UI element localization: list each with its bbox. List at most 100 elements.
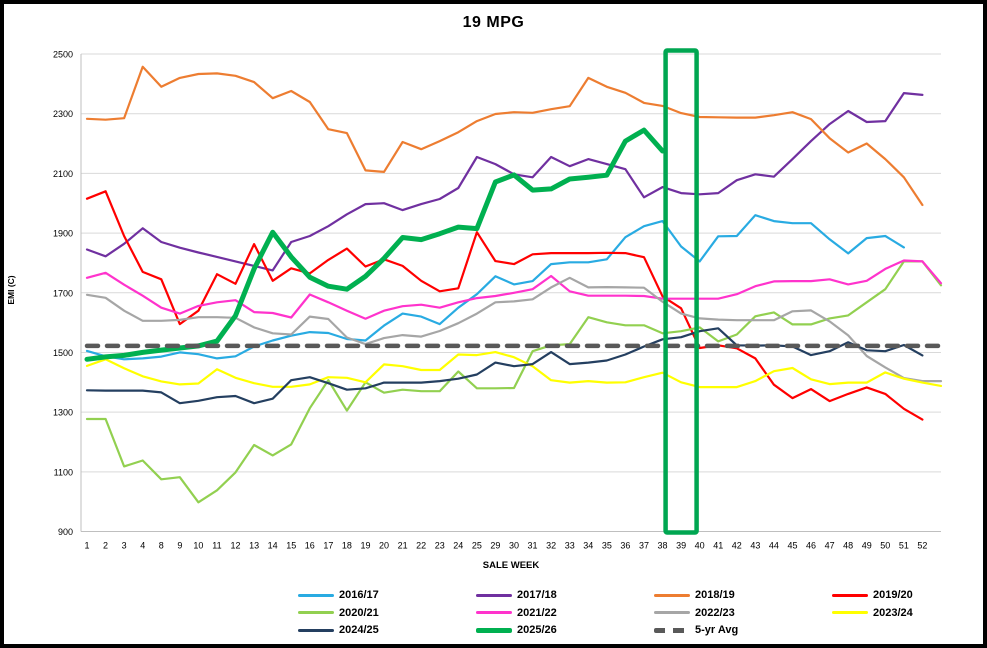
legend-item-2021-22: 2021/22 (476, 606, 557, 620)
x-tick-label: 11 (212, 541, 221, 551)
chart-legend: 2016/17 2017/18 2018/19 2019/20 2020/21 2021/… (4, 588, 983, 644)
legend-item-2018-19: 2018/19 (654, 588, 735, 602)
x-tick-label: 45 (787, 541, 797, 551)
x-tick-label: 44 (769, 541, 779, 551)
legend-swatch-icon (476, 627, 512, 633)
x-tick-label: 3 (122, 541, 127, 551)
legend-swatch-icon (298, 593, 334, 597)
legend-swatch-icon (832, 611, 868, 614)
x-tick-label: 4 (140, 541, 145, 551)
x-tick-label: 35 (602, 541, 612, 551)
legend-swatch-icon (654, 627, 690, 633)
x-tick-label: 12 (231, 541, 241, 551)
y-tick-label: 1900 (53, 229, 73, 239)
series-line-2019-20 (85, 190, 924, 421)
legend-label: 2023/24 (873, 606, 913, 619)
series-line-2025-26 (84, 127, 665, 362)
x-tick-label: 15 (286, 541, 296, 551)
x-tick-label: 19 (360, 541, 370, 551)
x-tick-label: 2 (103, 541, 108, 551)
x-tick-label: 17 (323, 541, 333, 551)
week-39-highlight-rectangle (663, 48, 699, 535)
legend-swatch-icon (654, 593, 690, 597)
legend-label: 5-yr Avg (695, 624, 739, 636)
x-tick-label: 9 (177, 541, 182, 551)
x-tick-label: 29 (490, 541, 500, 551)
y-tick-label: 1300 (53, 408, 73, 418)
x-tick-label: 51 (899, 541, 909, 551)
series-line-2020-21 (85, 260, 943, 504)
x-tick-label: 8 (159, 541, 164, 551)
legend-item-5-yr-avg: 5-yr Avg (654, 623, 738, 637)
x-tick-label: 34 (583, 541, 593, 551)
legend-swatch-icon (476, 611, 512, 614)
series-line-2016-17 (85, 214, 905, 361)
x-tick-label: 31 (528, 541, 538, 551)
y-tick-label: 2500 (53, 50, 73, 60)
x-tick-label: 49 (862, 541, 872, 551)
x-tick-label: 36 (620, 541, 630, 551)
x-tick-label: 20 (379, 541, 389, 551)
chart-title: 19 MPG (462, 14, 525, 31)
legend-label: 2017/18 (517, 589, 557, 601)
x-tick-label: 47 (825, 541, 835, 551)
x-tick-label: 43 (750, 541, 760, 551)
legend-item-2025-26: 2025/26 (476, 623, 557, 637)
y-tick-label: 1700 (53, 288, 73, 298)
x-tick-label: 37 (639, 541, 649, 551)
legend-label: 2019/20 (873, 589, 913, 601)
x-tick-label: 30 (509, 541, 519, 551)
x-tick-label: 33 (565, 541, 575, 551)
legend-label: 2024/25 (339, 624, 379, 636)
x-tick-label: 14 (268, 541, 278, 551)
legend-item-2020-21: 2020/21 (298, 606, 379, 620)
y-tick-label: 1100 (54, 467, 73, 477)
legend-item-2023-24: 2023/24 (832, 606, 913, 620)
series-line-2021-22 (85, 259, 943, 320)
legend-label: 2018/19 (695, 589, 735, 601)
series-line-2018-19 (85, 65, 924, 207)
series-line-2017-18 (85, 92, 924, 272)
legend-item-2016-17: 2016/17 (298, 588, 379, 602)
x-tick-label: 42 (732, 541, 742, 551)
legend-item-2017-18: 2017/18 (476, 588, 557, 602)
y-tick-label: 2100 (53, 169, 73, 179)
x-axis-title: SALE WEEK (482, 560, 540, 571)
x-tick-label: 40 (695, 541, 705, 551)
x-tick-label: 46 (806, 541, 816, 551)
x-tick-label: 39 (676, 541, 686, 551)
legend-swatch-icon (832, 593, 868, 597)
y-tick-label: 2300 (53, 109, 73, 119)
y-axis-title: EMI (C) (6, 275, 16, 305)
x-tick-label: 16 (305, 541, 315, 551)
legend-label: 2016/17 (339, 589, 379, 601)
series-line-2024-25 (85, 327, 924, 405)
x-tick-label: 21 (398, 541, 408, 551)
legend-swatch-icon (298, 628, 334, 632)
x-tick-label: 50 (880, 541, 890, 551)
y-tick-label: 1500 (53, 348, 73, 358)
x-tick-label: 22 (416, 541, 426, 551)
x-tick-label: 23 (435, 541, 445, 551)
x-tick-label: 24 (453, 541, 463, 551)
legend-label: 2021/22 (517, 606, 557, 619)
x-tick-label: 52 (917, 541, 927, 551)
x-tick-label: 48 (843, 541, 853, 551)
x-tick-label: 32 (546, 541, 556, 551)
legend-label: 2020/21 (339, 606, 379, 619)
legend-swatch-icon (298, 611, 334, 614)
legend-label: 2022/23 (695, 606, 735, 619)
y-tick-label: 900 (58, 527, 73, 537)
x-tick-label: 1 (84, 541, 89, 551)
x-tick-label: 18 (342, 541, 352, 551)
series-line-2023-24 (85, 351, 943, 389)
x-tick-label: 25 (472, 541, 482, 551)
x-tick-label: 10 (193, 541, 203, 551)
legend-item-2019-20: 2019/20 (832, 588, 913, 602)
x-tick-label: 13 (249, 541, 259, 551)
legend-item-2024-25: 2024/25 (298, 623, 379, 637)
x-tick-label: 38 (658, 541, 668, 551)
legend-label: 2025/26 (517, 624, 557, 636)
legend-swatch-icon (654, 611, 690, 614)
